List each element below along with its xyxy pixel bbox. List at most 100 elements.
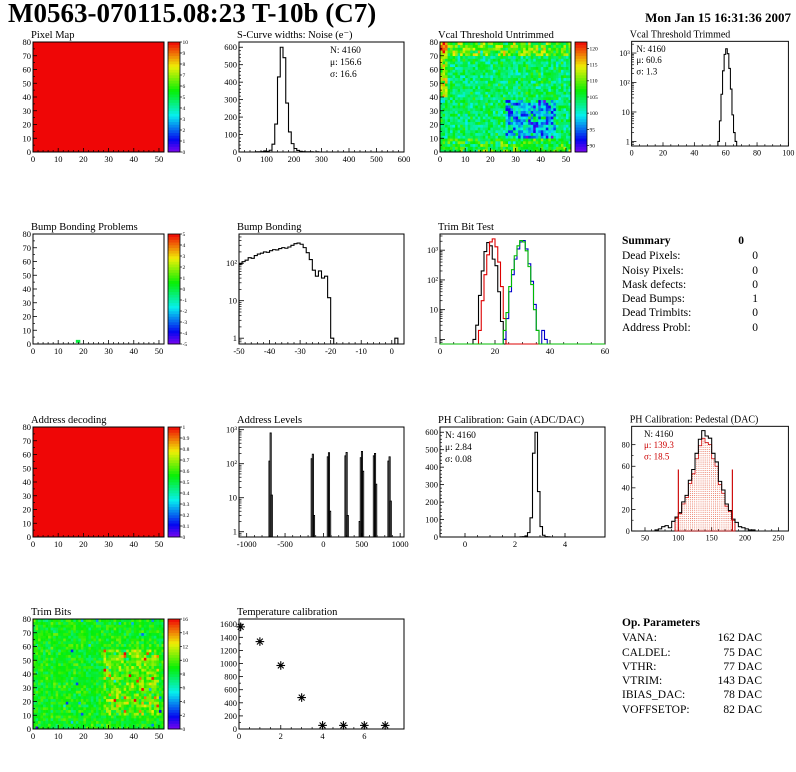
svg-text:600: 600 xyxy=(425,427,438,437)
svg-text:10: 10 xyxy=(23,133,32,143)
op-parameter-label: IBIAS_DAC: xyxy=(622,689,686,702)
chart-vcal-trimmed: 0 20 40 60 80 100 1 10 10² 10³ Vcal Threshold Trim… xyxy=(606,28,796,166)
svg-text:-1: -1 xyxy=(183,298,188,304)
svg-text:σ: 1.3: σ: 1.3 xyxy=(636,67,657,77)
svg-text:S-Curve widths: Noise (e⁻): S-Curve widths: Noise (e⁻) xyxy=(237,30,353,41)
svg-text:1: 1 xyxy=(183,425,186,431)
svg-text:10: 10 xyxy=(54,346,63,356)
svg-text:60: 60 xyxy=(622,462,630,471)
svg-text:0: 0 xyxy=(27,339,31,349)
svg-text:30: 30 xyxy=(511,154,520,164)
svg-text:105: 105 xyxy=(590,95,599,101)
summary-row: Dead Pixels: 0 xyxy=(622,249,758,263)
svg-text:100: 100 xyxy=(425,515,438,525)
svg-text:500: 500 xyxy=(370,154,383,164)
svg-text:60: 60 xyxy=(23,450,32,460)
svg-text:200: 200 xyxy=(739,534,751,543)
svg-text:500: 500 xyxy=(224,60,237,70)
svg-text:PH Calibration: Gain (ADC/DAC): PH Calibration: Gain (ADC/DAC) xyxy=(438,415,585,426)
svg-text:0: 0 xyxy=(183,150,186,156)
svg-text:200: 200 xyxy=(425,497,438,507)
chart-bump-bonding: -50 -40 -30 -20 -10 0 1 10 10² Bump Bonding xyxy=(212,220,412,365)
op-parameter-value: 82 DAC xyxy=(723,703,762,716)
svg-text:500: 500 xyxy=(425,445,438,455)
summary-label: Dead Trimbits: xyxy=(622,307,692,320)
svg-text:μ: 139.3: μ: 139.3 xyxy=(644,440,674,450)
op-parameter-value: 77 DAC xyxy=(723,660,762,673)
svg-text:0.8: 0.8 xyxy=(183,447,190,453)
op-parameters-panel: Op. Parameters VANA: 162 DAC CALDEL: 75 DAC… xyxy=(622,616,762,717)
summary-row: Dead Trimbits: 0 xyxy=(622,306,758,320)
svg-text:80: 80 xyxy=(622,441,630,450)
svg-text:60: 60 xyxy=(430,65,439,75)
svg-text:Vcal Threshold Untrimmed: Vcal Threshold Untrimmed xyxy=(438,30,555,41)
svg-text:0.9: 0.9 xyxy=(183,436,190,442)
summary-row: Noisy Pixels: 0 xyxy=(622,264,758,278)
svg-text:10³: 10³ xyxy=(226,425,238,435)
svg-text:10: 10 xyxy=(54,539,63,549)
svg-text:20: 20 xyxy=(23,120,32,130)
chart-ph-gain: 0 2 4 0 100 200 300 400 500 600 PH Calibration: Ga… xyxy=(413,413,613,558)
svg-text:0: 0 xyxy=(630,149,634,158)
temp-cal-svg: 0 2 4 602004006008001000120014001600Tempera… xyxy=(220,607,405,741)
svg-text:20: 20 xyxy=(79,346,88,356)
svg-text:90: 90 xyxy=(590,143,596,149)
svg-text:0: 0 xyxy=(434,147,438,157)
svg-text:10: 10 xyxy=(461,154,470,164)
svg-text:4: 4 xyxy=(183,106,186,112)
svg-text:40: 40 xyxy=(130,346,139,356)
chart-vcal-untrimmed: 0 10 20 30 40 50 0 10 20 30 40 50 60 70 80 120 115 110 105… xyxy=(413,28,613,173)
svg-text:50: 50 xyxy=(155,539,164,549)
svg-text:40: 40 xyxy=(23,477,32,487)
svg-text:50: 50 xyxy=(23,78,32,88)
svg-text:1000: 1000 xyxy=(392,539,409,549)
svg-text:μ: 2.84: μ: 2.84 xyxy=(445,443,472,453)
svg-text:8: 8 xyxy=(183,62,186,68)
svg-text:5: 5 xyxy=(183,95,186,101)
svg-text:10: 10 xyxy=(430,305,439,315)
svg-text:0: 0 xyxy=(626,527,630,536)
svg-text:40: 40 xyxy=(537,154,546,164)
svg-text:40: 40 xyxy=(130,154,139,164)
svg-text:9: 9 xyxy=(183,51,186,57)
svg-text:200: 200 xyxy=(224,112,237,122)
svg-text:40: 40 xyxy=(23,92,32,102)
summary-row: Dead Bumps: 1 xyxy=(622,292,758,306)
svg-text:60: 60 xyxy=(23,65,32,75)
svg-text:10: 10 xyxy=(430,133,439,143)
svg-text:10: 10 xyxy=(229,493,238,503)
svg-text:80: 80 xyxy=(430,37,439,47)
svg-text:0: 0 xyxy=(438,346,442,356)
svg-text:Pixel Map: Pixel Map xyxy=(31,30,74,41)
svg-text:40: 40 xyxy=(690,149,698,158)
svg-text:70: 70 xyxy=(23,51,32,61)
svg-text:0.4: 0.4 xyxy=(183,491,190,497)
svg-text:40: 40 xyxy=(430,92,439,102)
chart-ph-pedestal: 50 100 150 200 250 0 20 40 60 80 PH Calibration: P… xyxy=(606,413,796,551)
summary-value: 0 xyxy=(752,321,758,334)
summary-heading-value: 0 xyxy=(738,235,744,247)
svg-text:0.7: 0.7 xyxy=(183,458,190,464)
svg-text:70: 70 xyxy=(430,51,439,61)
svg-text:20: 20 xyxy=(79,539,88,549)
page-title: M0563-070115.08:23 T-10b (C7) xyxy=(8,0,377,28)
chart-trim-bits-map: 0 10 20 30 40 50 0 10 20 30 40 50 60 70 80 16 14 12 10 8 6 4 2… xyxy=(6,605,206,750)
svg-text:20: 20 xyxy=(491,346,500,356)
svg-text:300: 300 xyxy=(224,95,237,105)
svg-text:400: 400 xyxy=(343,154,356,164)
svg-text:-30: -30 xyxy=(294,346,305,356)
svg-text:5: 5 xyxy=(183,232,186,238)
svg-text:1: 1 xyxy=(183,139,186,145)
chart-pixel-map: 0 10 20 30 40 50 0 10 20 30 40 50 60 70 80 10 9 8 7 6 5 4 3 2 1 0… xyxy=(6,28,206,173)
svg-text:20: 20 xyxy=(23,312,32,322)
op-parameter-row: IBIAS_DAC: 78 DAC xyxy=(622,688,762,702)
op-parameter-row: VANA: 162 DAC xyxy=(622,631,762,645)
svg-text:μ: 156.6: μ: 156.6 xyxy=(330,58,362,68)
svg-text:N: 4160: N: 4160 xyxy=(644,429,674,439)
svg-text:-20: -20 xyxy=(325,346,336,356)
timestamp: Mon Jan 15 16:31:36 2007 xyxy=(645,10,791,25)
summary-label: Mask defects: xyxy=(622,278,687,291)
